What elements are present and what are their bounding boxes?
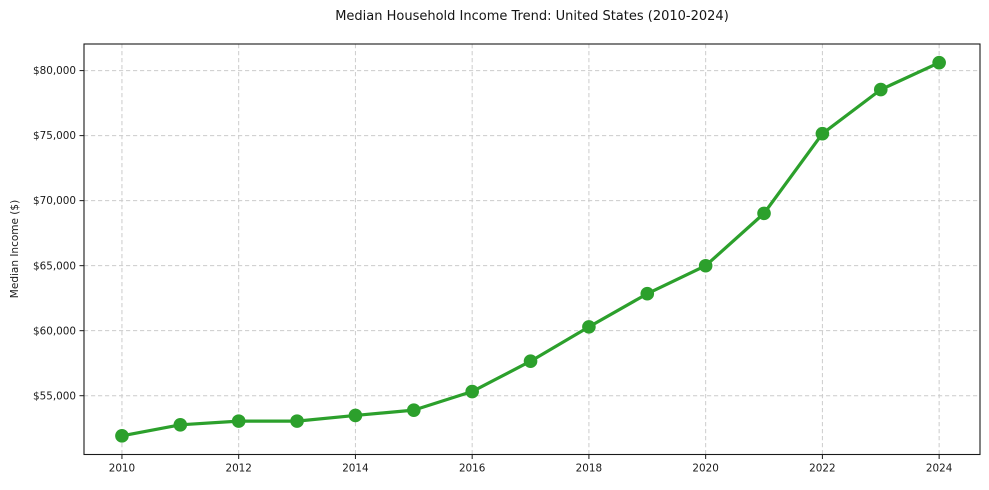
x-tick-label: 2016 <box>459 463 485 475</box>
x-tick-label: 2010 <box>109 463 135 475</box>
data-point <box>932 55 946 70</box>
x-tick-label: 2022 <box>809 463 835 475</box>
plot-border <box>83 43 981 456</box>
y-tick-label: $65,000 <box>33 260 76 272</box>
data-point <box>406 403 421 417</box>
y-tick-label: $80,000 <box>33 65 76 77</box>
x-tick-label: 2012 <box>225 463 251 475</box>
data-point <box>231 414 246 428</box>
data-point <box>465 384 479 399</box>
y-tick-label: $75,000 <box>33 130 76 142</box>
data-point <box>698 258 713 273</box>
y-tick-label: $60,000 <box>33 325 76 337</box>
y-tick-label: $70,000 <box>33 195 76 207</box>
x-tick-label: 2018 <box>576 463 602 475</box>
x-tick-label: 2014 <box>342 463 369 475</box>
series-line <box>120 61 941 438</box>
data-point <box>290 414 304 428</box>
x-tick-label: 2024 <box>926 463 953 475</box>
data-point <box>523 354 538 369</box>
x-tick-label: 2020 <box>692 463 718 475</box>
y-tick-label: $55,000 <box>33 390 76 402</box>
chart-title: Median Household Income Trend: United St… <box>335 9 729 24</box>
data-point <box>582 320 596 334</box>
data-point <box>348 408 363 423</box>
data-point <box>173 418 188 432</box>
data-point <box>640 286 655 301</box>
data-point <box>815 126 830 141</box>
data-point <box>757 206 771 221</box>
data-point <box>115 429 129 443</box>
data-point <box>873 82 888 97</box>
